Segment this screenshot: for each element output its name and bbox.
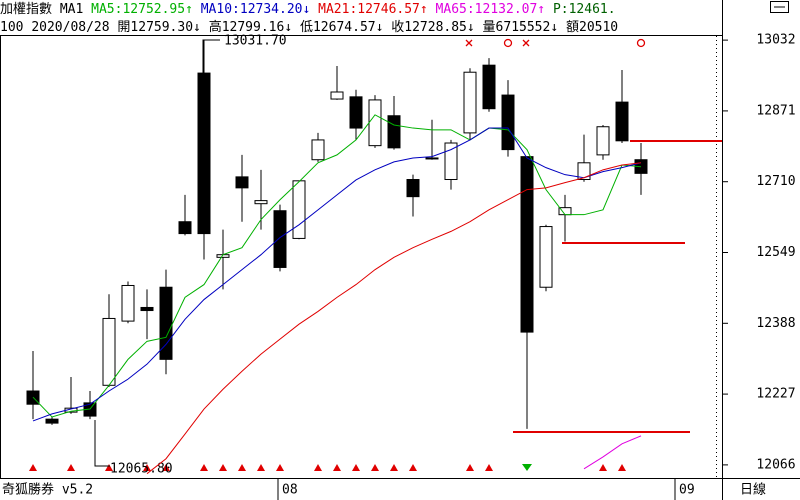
sell-marker: [522, 464, 532, 471]
candle-body: [330, 91, 344, 100]
candle-body: [501, 94, 515, 151]
candle-body: [425, 157, 439, 160]
ma-line: [583, 435, 642, 470]
candle-body: [178, 221, 192, 235]
ma-label: MA21:12746.57↑: [318, 2, 428, 17]
candle-body: [387, 115, 401, 149]
candle-body: [615, 101, 629, 142]
buy-marker: [67, 464, 75, 471]
y-tick-label: 12066: [756, 457, 795, 472]
annotation: 13031.70: [224, 34, 287, 49]
candle-body: [577, 162, 591, 181]
y-tick-label: 12710: [756, 174, 795, 189]
candle-body: [292, 180, 306, 239]
annotation: 12065.80: [110, 462, 173, 477]
candle-body: [406, 179, 420, 198]
candle-body: [254, 200, 268, 205]
ma-label: MA10:12734.20↓: [201, 2, 311, 17]
title: 加權指數: [0, 2, 52, 17]
buy-marker: [143, 464, 151, 471]
candle-body: [520, 156, 534, 333]
buy-marker: [238, 464, 246, 471]
y-tick-label: 12388: [756, 316, 795, 331]
buy-marker: [333, 464, 341, 471]
buy-marker: [352, 464, 360, 471]
candle-body: [596, 126, 610, 156]
month-label: 09: [679, 483, 695, 498]
candle-body: [349, 96, 363, 129]
buy-marker: [162, 464, 170, 471]
candle-body: [159, 286, 173, 360]
cross-marker: [465, 39, 473, 47]
buy-marker: [200, 464, 208, 471]
buy-marker: [409, 464, 417, 471]
candle-body: [140, 306, 154, 312]
ma-label: MA5:12752.95↑: [91, 2, 193, 17]
quote-item: 100: [0, 20, 23, 35]
period: 日線: [740, 482, 766, 498]
y-tick-label: 12871: [756, 103, 795, 118]
quote-item: 2020/08/28: [31, 20, 109, 35]
candle-body: [311, 139, 325, 161]
annotation-leader: [94, 420, 110, 467]
circle-marker: [636, 38, 646, 48]
candle-body: [444, 142, 458, 181]
candle-body: [235, 176, 249, 189]
ma-label: MA65:12132.07↑: [436, 2, 546, 17]
bottom-markers: [29, 464, 626, 471]
ma-line: [32, 114, 642, 418]
candle-body: [197, 72, 211, 235]
quote-item: 額20510: [566, 20, 618, 35]
buy-marker: [276, 464, 284, 471]
window-button[interactable]: [770, 1, 789, 13]
quote-item: 開12759.30↓: [117, 20, 200, 35]
quote-item: 高12799.16↓: [209, 19, 292, 35]
y-tick-label: 13032: [756, 33, 795, 48]
buy-marker: [371, 464, 379, 471]
ma-line: [32, 127, 642, 422]
buy-marker: [390, 464, 398, 471]
ma-line: [146, 162, 642, 475]
quote-item: 收12728.85↓: [391, 20, 474, 35]
extra-label: P:12461.: [553, 2, 616, 17]
app-name: 奇狐勝券 v5.2: [2, 482, 93, 498]
candle-body: [273, 210, 287, 268]
annotation-leader: [202, 39, 220, 73]
buy-marker: [485, 464, 493, 471]
circle-marker: [503, 38, 513, 48]
indicator: MA1: [60, 2, 83, 17]
candle-body: [102, 317, 116, 386]
quote-line: 100 2020/08/28 開12759.30↓ 高12799.16↓ 低12…: [0, 19, 618, 35]
candle-body: [121, 284, 135, 322]
buy-marker: [29, 464, 37, 471]
candle-body: [539, 226, 553, 288]
buy-marker: [257, 464, 265, 471]
candle-body: [368, 99, 382, 147]
y-tick-label: 12549: [756, 245, 795, 260]
buy-marker: [105, 464, 113, 471]
buy-marker: [466, 464, 474, 471]
quote-item: 低12674.57↓: [300, 20, 383, 35]
candle-body: [482, 64, 496, 110]
candle-body: [45, 418, 59, 424]
signal-markers: [465, 38, 646, 48]
y-tick-label: 12227: [756, 387, 795, 402]
candle-body: [463, 71, 477, 134]
buy-marker: [599, 464, 607, 471]
buy-marker: [219, 464, 227, 471]
buy-marker: [618, 464, 626, 471]
cross-marker: [522, 39, 530, 47]
month-label: 08: [282, 483, 298, 498]
buy-marker: [314, 464, 322, 471]
quote-item: 量6715552↓: [483, 20, 559, 35]
header-line: 加權指數 MA1 MA5:12752.95↑ MA10:12734.20↓ MA…: [0, 2, 616, 17]
